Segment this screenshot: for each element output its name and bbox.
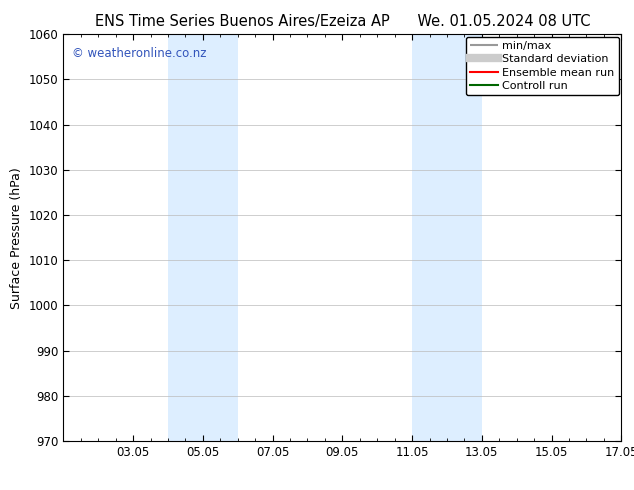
Legend: min/max, Standard deviation, Ensemble mean run, Controll run: min/max, Standard deviation, Ensemble me… [466,37,619,96]
Y-axis label: Surface Pressure (hPa): Surface Pressure (hPa) [10,167,23,309]
Bar [168,34,238,441]
Title: ENS Time Series Buenos Aires/Ezeiza AP      We. 01.05.2024 08 UTC: ENS Time Series Buenos Aires/Ezeiza AP W… [94,14,590,29]
Text: © weatheronline.co.nz: © weatheronline.co.nz [72,47,206,59]
Bar [412,34,482,441]
